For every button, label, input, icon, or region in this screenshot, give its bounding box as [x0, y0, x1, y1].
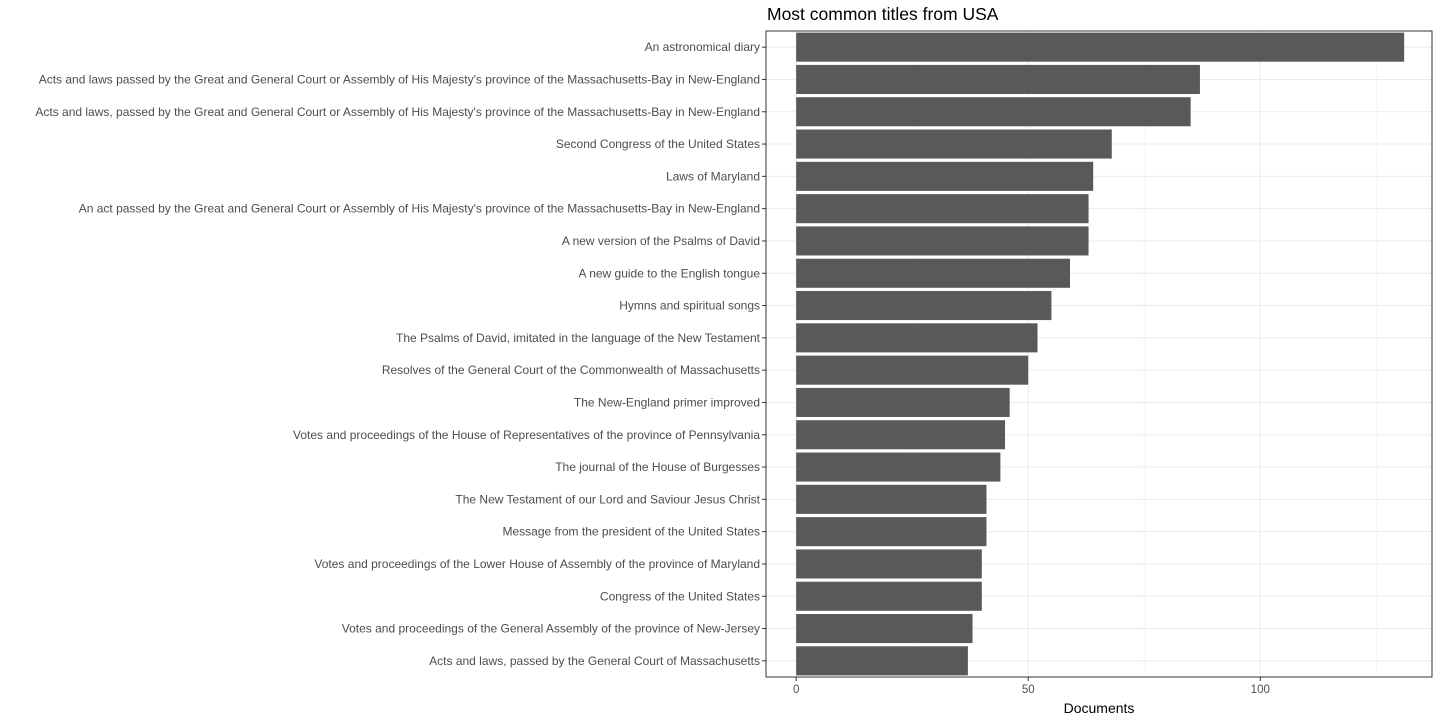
- bar: [796, 387, 1010, 417]
- category-label: A new version of the Psalms of David: [562, 234, 760, 248]
- category-label: The journal of the House of Burgesses: [555, 460, 760, 474]
- chart-title: Most common titles from USA: [767, 4, 999, 24]
- grid-lines: [766, 31, 1432, 677]
- category-label: Second Congress of the United States: [556, 137, 760, 151]
- bar: [796, 194, 1089, 224]
- bar: [796, 161, 1094, 191]
- category-label: The New-England primer improved: [574, 395, 760, 409]
- x-axis-ticks: 0 50 100: [793, 677, 1270, 696]
- bars: [796, 32, 1405, 676]
- category-label: The New Testament of our Lord and Saviou…: [455, 492, 760, 506]
- bar: [796, 420, 1006, 450]
- x-axis-title: Documents: [1064, 700, 1135, 716]
- bar: [796, 32, 1405, 62]
- bar: [796, 291, 1052, 321]
- category-label: Laws of Maryland: [666, 169, 760, 183]
- bar: [796, 129, 1112, 159]
- category-label: The Psalms of David, imitated in the lan…: [396, 331, 761, 345]
- bar: [796, 646, 968, 676]
- category-label: Hymns and spiritual songs: [619, 299, 760, 313]
- category-label: An astronomical diary: [645, 40, 760, 54]
- bar: [796, 581, 982, 611]
- bar: [796, 484, 987, 514]
- category-label: Acts and laws, passed by the Great and G…: [35, 105, 760, 119]
- category-label: A new guide to the English tongue: [579, 266, 761, 280]
- category-label: Votes and proceedings of the General Ass…: [342, 622, 760, 636]
- bar: [796, 355, 1029, 385]
- category-label: Congress of the United States: [600, 589, 760, 603]
- bar: [796, 258, 1070, 288]
- category-labels: An astronomical diary Acts and laws passe…: [35, 40, 766, 668]
- bar: [796, 549, 982, 579]
- x-tick-label: 0: [793, 684, 799, 696]
- bar: [796, 614, 973, 644]
- category-label: An act passed by the Great and General C…: [79, 202, 760, 216]
- category-label: Votes and proceedings of the Lower House…: [314, 557, 760, 571]
- category-label: Acts and laws passed by the Great and Ge…: [39, 72, 760, 86]
- category-label: Votes and proceedings of the House of Re…: [293, 428, 760, 442]
- bar: [796, 226, 1089, 256]
- bar: [796, 64, 1200, 94]
- x-tick-label: 100: [1251, 684, 1270, 696]
- bar: [796, 452, 1001, 482]
- category-label: Resolves of the General Court of the Com…: [382, 363, 760, 377]
- bar: [796, 97, 1191, 127]
- bar: [796, 323, 1038, 353]
- panel-border: [765, 30, 1433, 678]
- category-label: Message from the president of the United…: [503, 525, 760, 539]
- x-tick-label: 50: [1022, 684, 1035, 696]
- bar: [796, 517, 987, 547]
- category-label: Acts and laws, passed by the General Cou…: [429, 654, 760, 668]
